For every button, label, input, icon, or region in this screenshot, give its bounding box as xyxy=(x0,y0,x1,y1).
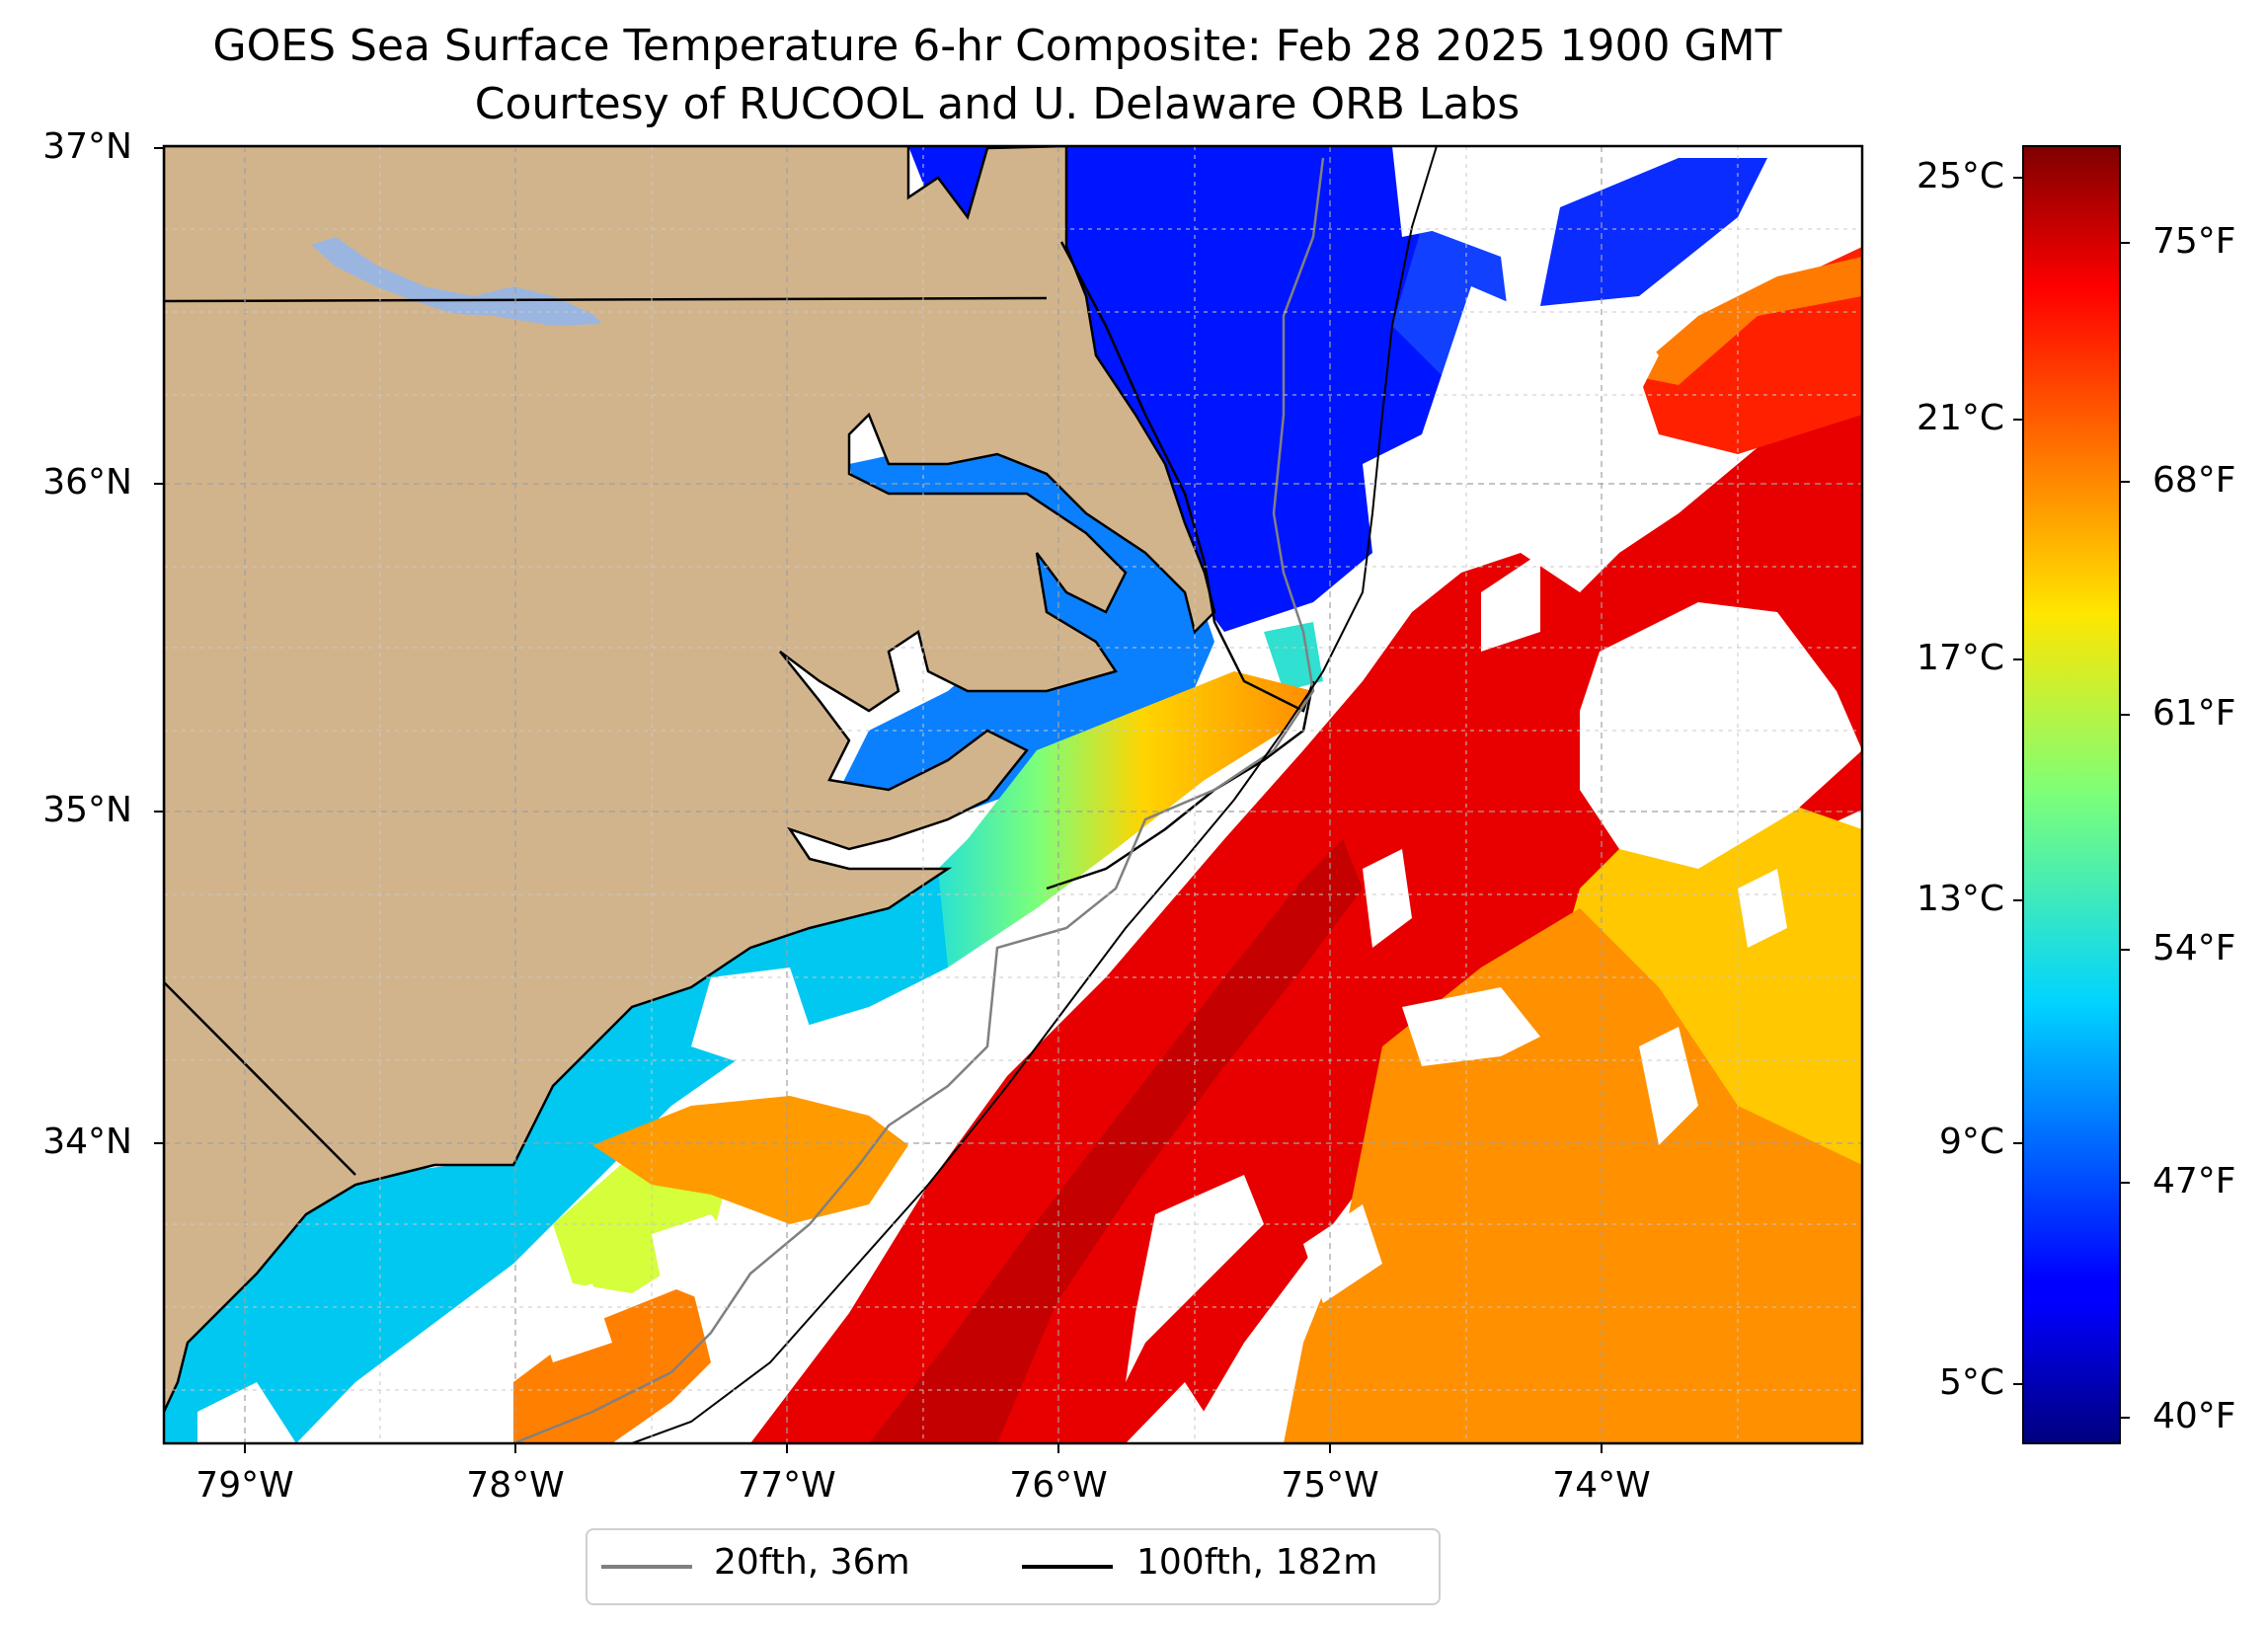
colorbar-c-25: 25°C xyxy=(1916,156,2004,196)
sst-shelf-transition xyxy=(889,671,1313,968)
cloud-gap-3 xyxy=(1521,306,1659,454)
colorbar-c-21: 21°C xyxy=(1916,398,2004,438)
cloud-gap-11 xyxy=(810,1027,918,1106)
chart-title: GOES Sea Surface Temperature 6-hr Compos… xyxy=(212,21,1782,71)
lat-label-37n: 37°N xyxy=(42,126,132,167)
cloud-gap-13 xyxy=(652,1214,750,1303)
cloud-gap-18 xyxy=(1303,1204,1382,1303)
chart-subtitle: Courtesy of RUCOOL and U. Delaware ORB L… xyxy=(474,79,1521,129)
lon-label-78w: 78°W xyxy=(466,1465,565,1506)
colorbar xyxy=(2022,145,2121,1444)
legend-swatch-100fth xyxy=(1022,1565,1113,1569)
cloud-gap-4 xyxy=(1481,553,1540,652)
colorbar-c-9: 9°C xyxy=(1938,1122,2004,1162)
cloud-gap-5 xyxy=(1580,602,1862,869)
sst-northeast-orange xyxy=(1629,257,1862,385)
cloud-gap-15 xyxy=(1639,1027,1698,1145)
lon-label-74w: 74°W xyxy=(1552,1465,1651,1506)
cloud-gap-1 xyxy=(1392,146,1481,237)
cloud-gap-10 xyxy=(691,968,810,1066)
cloud-gap-7 xyxy=(1402,987,1540,1066)
sst-south-orange xyxy=(592,1096,908,1224)
legend: 20fth, 36m 100fth, 182m xyxy=(586,1528,1441,1605)
cloud-gap-6 xyxy=(1363,849,1412,948)
sst-gulf-stream-core xyxy=(869,839,1363,1443)
cloud-gap-12 xyxy=(533,1283,612,1362)
cloud-gap-16 xyxy=(197,1382,296,1443)
colorbar-c-13: 13°C xyxy=(1916,879,2004,919)
minor-gridlines xyxy=(164,146,1862,1443)
lon-label-79w: 79°W xyxy=(196,1465,294,1506)
colorbar-f-40: 40°F xyxy=(2152,1396,2236,1436)
isobath-20fth xyxy=(512,157,1325,1443)
colorbar-c-5: 5°C xyxy=(1938,1362,2004,1403)
gridlines xyxy=(164,146,1862,1443)
colorbar-f-68: 68°F xyxy=(2152,460,2236,501)
cloud-gap-2 xyxy=(1382,286,1540,592)
cloud-gap-14 xyxy=(1126,1382,1224,1443)
colorbar-f-61: 61°F xyxy=(2152,693,2236,734)
lon-label-75w: 75°W xyxy=(1281,1465,1379,1506)
colorbar-ticks xyxy=(2013,177,2130,1419)
state-border-nc-sc xyxy=(164,981,356,1176)
lat-label-36n: 36°N xyxy=(42,462,132,503)
lake xyxy=(311,237,602,326)
colorbar-f-54: 54°F xyxy=(2152,928,2236,968)
colorbar-f-75: 75°F xyxy=(2152,221,2236,262)
lat-label-35n: 35°N xyxy=(42,790,132,830)
lat-label-34n: 34°N xyxy=(42,1122,132,1162)
cloud-gap-17 xyxy=(1738,869,1787,948)
outer-banks xyxy=(1046,241,1315,890)
map-frame xyxy=(162,144,1864,1445)
lon-label-77w: 77°W xyxy=(738,1465,836,1506)
colorbar-f-47: 47°F xyxy=(2152,1161,2236,1201)
sst-hatteras-cyan xyxy=(1264,622,1323,691)
legend-label-20fth: 20fth, 36m xyxy=(714,1542,910,1583)
legend-swatch-20fth xyxy=(601,1565,692,1569)
cloud-gap-9 xyxy=(1017,898,1106,997)
sst-southwest-orange xyxy=(513,1283,711,1443)
colorbar-c-17: 17°C xyxy=(1916,638,2004,678)
tick-marks xyxy=(154,147,1603,1453)
legend-label-100fth: 100fth, 182m xyxy=(1136,1542,1378,1583)
sst-cold-far-east xyxy=(1540,158,1767,306)
state-border-va-nc xyxy=(164,296,1048,303)
lon-label-76w: 76°W xyxy=(1009,1465,1108,1506)
isobath-100fth xyxy=(631,146,1438,1443)
